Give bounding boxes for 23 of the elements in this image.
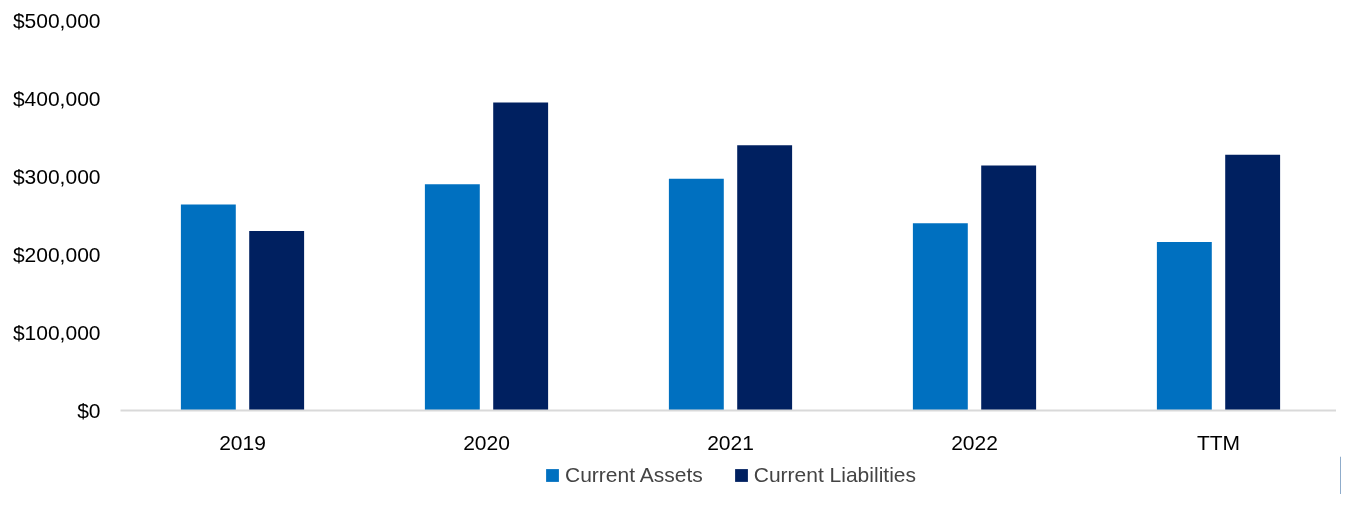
bar (249, 231, 305, 411)
legend-label: Current Liabilities (753, 463, 916, 487)
y-tick-label: $500,000 (12, 9, 101, 32)
legend-label: Current Assets (565, 463, 703, 487)
y-tick-label: $200,000 (12, 243, 101, 266)
y-tick-label: $400,000 (12, 87, 101, 110)
x-tick-label: 2021 (707, 430, 754, 454)
y-tick-label: $0 (77, 399, 101, 422)
bar (180, 204, 236, 411)
bar (668, 178, 724, 411)
x-tick-label: TTM (1196, 430, 1241, 454)
x-tick-label: 2020 (463, 430, 510, 454)
bar (1225, 154, 1281, 411)
y-tick-label: $300,000 (12, 165, 101, 188)
bar (981, 165, 1037, 411)
bar (737, 145, 793, 411)
x-tick-label: 2019 (219, 430, 266, 454)
bar (912, 223, 968, 411)
bar (424, 184, 480, 411)
bar (493, 102, 549, 411)
bar (1156, 242, 1212, 411)
x-tick-label: 2022 (951, 430, 998, 454)
y-tick-label: $100,000 (12, 321, 101, 344)
